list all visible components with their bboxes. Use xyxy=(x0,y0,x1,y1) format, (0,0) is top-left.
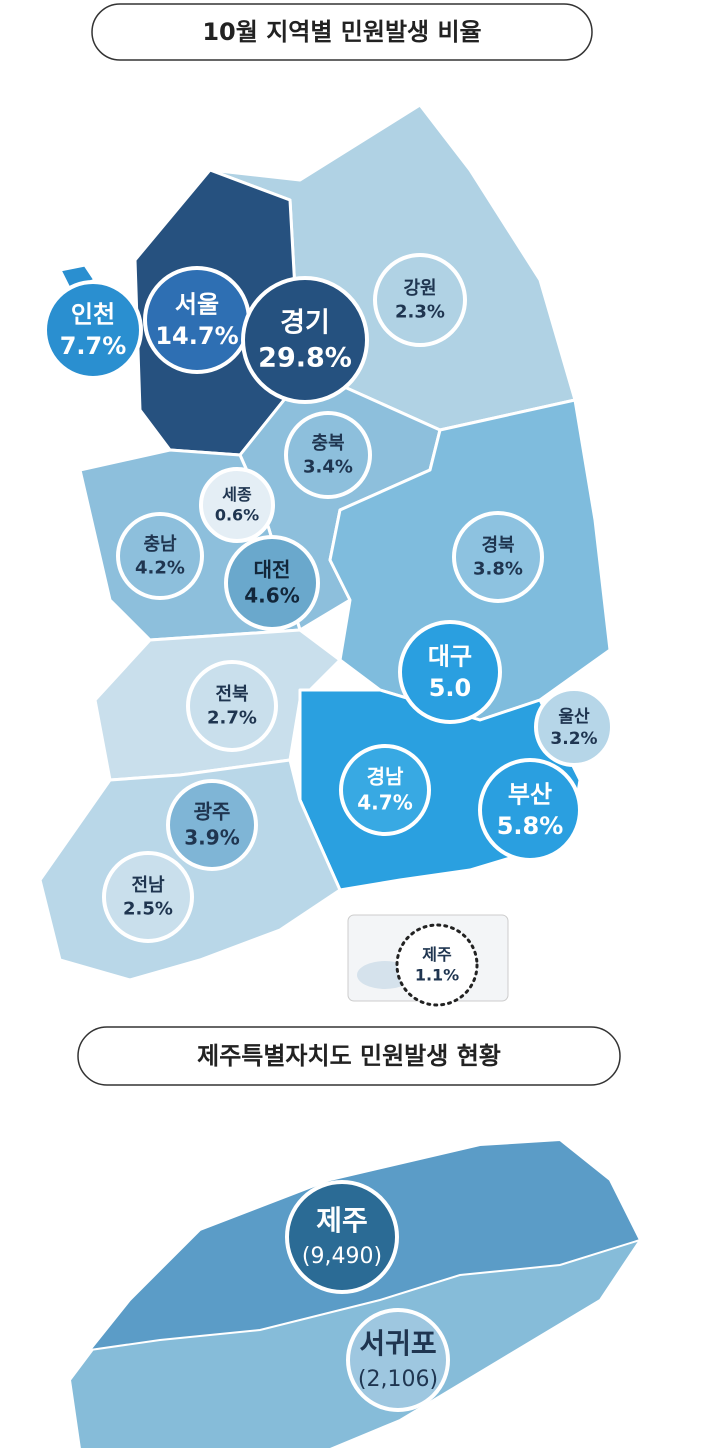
city-circle xyxy=(285,1180,399,1294)
region-value: 4.6% xyxy=(244,584,299,608)
island xyxy=(58,263,97,292)
region-name: 광주 xyxy=(194,800,231,824)
region-name: 부산 xyxy=(508,781,552,809)
city-circle xyxy=(346,1308,450,1412)
region-value: 29.8% xyxy=(258,342,352,373)
circles: 인천 7.7% 서울 14.7% 경기 29.8% 강원 2.3% 충북 3.4% 세종 0.6% 충남… xyxy=(43,253,614,1412)
region-name: 경남 xyxy=(367,765,404,789)
region-value: 3.2% xyxy=(550,729,597,749)
city-value: (9,490) xyxy=(302,1244,382,1269)
region-value: 4.7% xyxy=(357,791,412,815)
region-circle xyxy=(534,687,614,767)
region-name: 대전 xyxy=(254,558,291,582)
region-value: 3.8% xyxy=(473,559,523,580)
region-circle xyxy=(224,535,320,631)
title: 10월 지역별 민원발생 비율 xyxy=(202,18,481,46)
region-circle xyxy=(116,512,204,600)
region-value: 2.7% xyxy=(207,708,257,729)
region-name: 울산 xyxy=(558,707,590,727)
region-value: 5.8% xyxy=(497,812,564,840)
region-value: 2.3% xyxy=(395,302,445,323)
region-circle xyxy=(241,276,369,404)
region-circle xyxy=(398,620,502,724)
region-circle xyxy=(339,744,431,836)
region-name: 인천 xyxy=(71,301,115,329)
region-name: 경북 xyxy=(481,535,514,556)
region-name: 충남 xyxy=(143,534,177,555)
region-circle xyxy=(373,253,467,347)
region-circle xyxy=(284,411,372,499)
region-value: 1.1% xyxy=(415,966,459,985)
region-name: 제주 xyxy=(422,945,452,964)
region-circle xyxy=(186,660,278,752)
region-name: 대구 xyxy=(428,643,472,671)
region-circle xyxy=(199,467,275,543)
region-circle xyxy=(166,779,258,871)
jeju-title-pill xyxy=(77,1026,621,1086)
region-circle xyxy=(452,511,544,603)
region-value: 3.4% xyxy=(303,457,353,478)
region-name: 서울 xyxy=(175,291,219,319)
region-value: 14.7% xyxy=(155,322,238,350)
region-name: 경기 xyxy=(280,307,330,338)
region-name: 전남 xyxy=(131,875,165,896)
region-circle xyxy=(43,280,143,380)
region-name: 강원 xyxy=(403,278,436,299)
title-pill xyxy=(91,3,593,61)
region-value: 2.5% xyxy=(123,899,173,920)
region-circle xyxy=(478,758,582,862)
region-circle xyxy=(395,923,479,1007)
region-value: 4.2% xyxy=(135,558,185,579)
region-circle xyxy=(102,851,194,943)
region-value: 0.6% xyxy=(215,506,259,525)
region-value: 3.9% xyxy=(184,826,239,850)
region-name: 전북 xyxy=(215,684,248,705)
jeju-title: 제주특별자치도 민원발생 현황 xyxy=(197,1042,501,1070)
city-value: (2,106) xyxy=(358,1367,438,1392)
region-name: 세종 xyxy=(222,485,252,504)
city-name: 제주 xyxy=(316,1204,368,1237)
region-circle xyxy=(143,266,251,374)
region-value: 7.7% xyxy=(60,332,127,360)
city-name: 서귀포 xyxy=(359,1327,436,1360)
region-name: 충북 xyxy=(311,433,344,454)
region-value: 5.0 xyxy=(429,674,472,702)
